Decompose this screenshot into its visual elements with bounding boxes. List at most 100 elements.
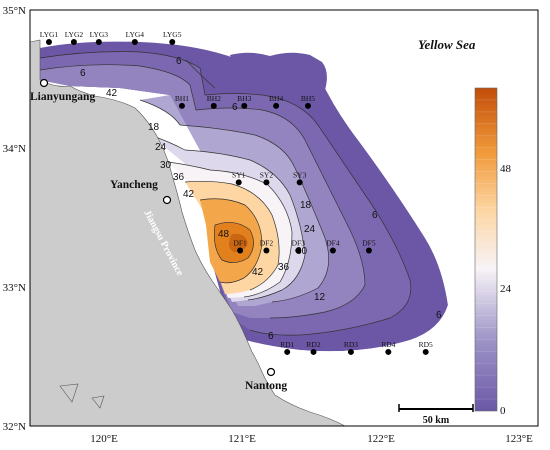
- station-label: SY1: [232, 170, 246, 179]
- lon-tick-122: 122°E: [367, 433, 395, 445]
- station-sy2: SY2: [260, 170, 274, 186]
- lon-tick-123: 123°E: [505, 433, 533, 445]
- lat-tick-34: 34°N: [3, 143, 26, 155]
- station-label: SY3: [293, 170, 307, 179]
- contour-label: 18: [148, 122, 160, 133]
- colorbar-steps: [475, 99, 497, 400]
- scale-bar: 50 km: [398, 404, 474, 426]
- contour-labels: 6 42 6 6 18 24 30 36 42 48 18 24 30 36 4…: [80, 56, 442, 342]
- colorbar-tick-48: 48: [500, 163, 512, 175]
- station-label: RD4: [381, 340, 395, 349]
- station-label: DF2: [260, 238, 274, 247]
- open-sea-area: [275, 10, 538, 426]
- northeast-lobe: [230, 52, 327, 90]
- station-dot: [385, 348, 392, 355]
- station-label: BH2: [207, 94, 221, 103]
- station-label: LYG3: [90, 30, 109, 39]
- station-bh3: BH3: [237, 94, 252, 109]
- contour-label: 6: [176, 56, 182, 67]
- city-marker: [162, 195, 172, 205]
- station-label: LYG5: [163, 30, 182, 39]
- station-rd5: RD5: [419, 340, 433, 355]
- station-dot: [263, 247, 270, 254]
- station-label: BH5: [301, 94, 315, 103]
- station-sy3: SY3: [293, 170, 307, 186]
- station-label: DF4: [326, 238, 340, 247]
- station-label: BH4: [269, 94, 283, 103]
- station-label: DF5: [362, 238, 376, 247]
- scale-bar-label: 50 km: [423, 415, 450, 426]
- station-dot: [169, 38, 176, 45]
- small-island-2: [91, 395, 105, 409]
- station-sy1: SY1: [232, 170, 246, 186]
- station-label: DF3: [292, 238, 306, 247]
- contour-label: 42: [252, 267, 264, 278]
- colorbar-ramp: [474, 87, 498, 412]
- contour-label: 30: [160, 160, 172, 171]
- longitude-axis: 120°E 121°E 122°E 123°E: [90, 433, 533, 445]
- station-lyg5: LYG5: [163, 30, 182, 45]
- station-label: LYG1: [40, 30, 59, 39]
- contour-label: 6: [268, 331, 274, 342]
- latitude-axis: 35°N 34°N 33°N 32°N: [3, 5, 26, 433]
- city-nantong: Nantong: [245, 367, 287, 392]
- north-sea-edge: [30, 10, 275, 45]
- contour-label: 30: [296, 246, 308, 257]
- station-bh5: BH5: [301, 94, 315, 109]
- station-dot: [310, 348, 317, 355]
- station-df1: DF1: [233, 238, 247, 254]
- station-rd4: RD4: [381, 340, 396, 355]
- contour-lines: [39, 51, 412, 336]
- contour-label: 12: [314, 292, 326, 303]
- contour-label: 6: [232, 102, 238, 113]
- colorbar: 48 24 0: [474, 87, 512, 417]
- station-dot: [241, 102, 248, 109]
- city-lianyungang: Lianyungang: [30, 78, 95, 103]
- station-label: SY2: [260, 170, 274, 179]
- station-dot: [304, 102, 311, 109]
- station-label: RD2: [306, 340, 320, 349]
- station-label: RD3: [344, 340, 358, 349]
- contour-label: 6: [80, 68, 86, 79]
- station-lyg1: LYG1: [40, 30, 59, 45]
- station-label: BH3: [237, 94, 251, 103]
- city-marker: [39, 78, 49, 88]
- station-dot: [235, 179, 242, 186]
- contour-label: 36: [173, 172, 185, 183]
- city-yancheng: Yancheng: [110, 179, 172, 205]
- station-dot: [347, 348, 354, 355]
- station-df4: DF4: [326, 238, 340, 254]
- south-sea-edge: [230, 305, 455, 426]
- station-label: LYG2: [65, 30, 84, 39]
- station-dot: [365, 247, 372, 254]
- station-lyg3: LYG3: [90, 30, 109, 45]
- station-label: RD5: [419, 340, 433, 349]
- contour-label: 42: [106, 88, 118, 99]
- station-dot: [210, 102, 217, 109]
- station-label: BH1: [175, 94, 189, 103]
- station-df3: DF3: [292, 238, 306, 254]
- sea-label: Yellow Sea: [418, 37, 476, 52]
- station-bh4: BH4: [269, 94, 283, 109]
- station-label: DF1: [233, 238, 247, 247]
- field-peak: [228, 233, 248, 252]
- station-dot: [95, 38, 102, 45]
- station-dot: [237, 247, 244, 254]
- station-dot: [296, 179, 303, 186]
- station-df2: DF2: [260, 238, 274, 254]
- station-dot: [329, 247, 336, 254]
- lon-tick-121: 121°E: [228, 433, 256, 445]
- contour-label: 24: [155, 142, 167, 153]
- station-label: RD1: [280, 340, 294, 349]
- contour-label: 6: [436, 310, 442, 321]
- city-marker: [266, 367, 276, 377]
- contour-label: 36: [278, 262, 290, 273]
- station-dot: [70, 38, 77, 45]
- station-rd2: RD2: [306, 340, 321, 355]
- station-label: LYG4: [126, 30, 145, 39]
- station-dot: [422, 348, 429, 355]
- station-bh1: BH1: [175, 94, 189, 109]
- station-lyg4: LYG4: [126, 30, 145, 45]
- lat-tick-33: 33°N: [3, 282, 26, 294]
